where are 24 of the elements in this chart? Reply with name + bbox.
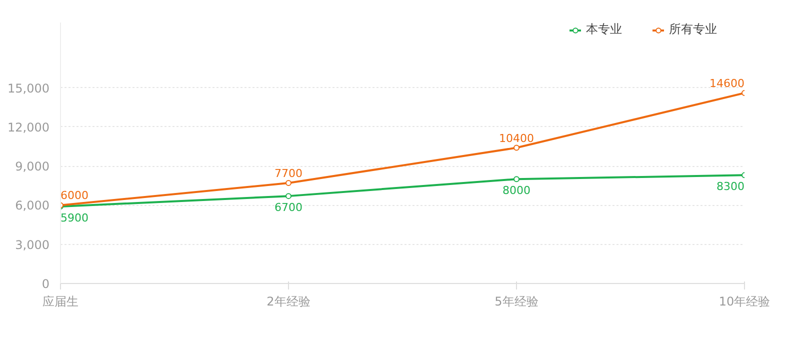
y-tick-label: 15,000 (8, 81, 50, 96)
x-tick-label: 2年经验 (266, 294, 310, 308)
data-label: 14600 (710, 76, 745, 90)
y-tick-label: 9,000 (15, 160, 50, 174)
x-tick-label: 5年经验 (494, 294, 538, 308)
point (286, 180, 292, 186)
data-label: 6000 (60, 189, 88, 202)
data-label: 7700 (274, 167, 303, 180)
point (514, 144, 520, 151)
data-label: 6700 (274, 201, 303, 214)
legend-label: 所有专业 (669, 21, 717, 38)
data-label: 10400 (499, 132, 534, 145)
data-label: 5900 (60, 212, 88, 225)
x-tick-label: 10年经验 (718, 294, 770, 308)
legend-label: 本专业 (586, 21, 622, 38)
y-tick-label: 3,000 (15, 238, 50, 252)
data-label: 8300 (716, 180, 745, 194)
x-tick-label: 应届生 (42, 294, 78, 308)
y-tick-label: 6,000 (15, 198, 50, 213)
point (286, 193, 292, 200)
data-label: 8000 (502, 184, 531, 198)
point (514, 176, 520, 182)
y-tick-label: 0 (42, 277, 50, 291)
y-tick-label: 12,000 (8, 120, 50, 134)
